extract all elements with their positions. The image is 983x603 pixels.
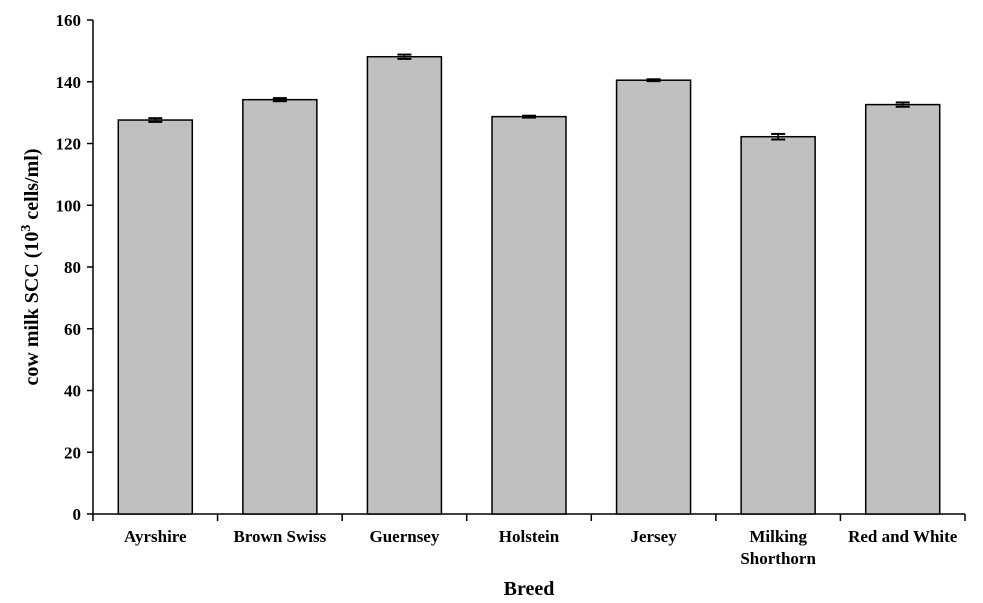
x-category-label: Milking Shorthorn	[740, 527, 816, 568]
y-tick-label: 120	[56, 135, 82, 154]
y-axis-title-unit: cells/ml)	[21, 149, 43, 225]
bar-jersey	[615, 79, 692, 515]
x-category-label: Holstein	[499, 527, 560, 546]
x-category-labels: Ayrshire Brown Swiss Guernsey Holstein Jerse…	[124, 527, 958, 568]
bar-guernsey	[366, 55, 443, 515]
y-axis-title-superscript: 3	[19, 225, 34, 232]
x-category-label: Red and White	[848, 527, 958, 546]
y-tick-label: 20	[64, 443, 81, 462]
error-bar	[272, 97, 287, 103]
x-axis-ticks	[92, 514, 966, 521]
bar-brown-swiss	[242, 98, 318, 515]
y-tick-label: 100	[56, 196, 82, 215]
x-category-label: Guernsey	[369, 527, 439, 546]
x-axis-title: Breed	[504, 578, 555, 600]
error-bar	[148, 117, 163, 123]
bar-ayrshire	[117, 119, 194, 515]
x-category-label: Ayrshire	[124, 527, 187, 546]
bar-milking-shorthorn	[740, 135, 816, 515]
error-bar	[397, 53, 412, 60]
y-axis-title: cow milk SCC (103 cells/ml)	[19, 149, 43, 386]
bar-holstein	[491, 115, 567, 515]
bar-series	[117, 53, 941, 515]
y-axis-ticks: 0 20 40 60 80 100 120 140 160	[56, 11, 93, 524]
y-tick-label: 140	[56, 73, 82, 92]
error-bar	[522, 114, 536, 119]
y-tick-label: 0	[73, 505, 82, 524]
x-category-label: Jersey	[630, 527, 677, 546]
bar-red-and-white	[864, 103, 941, 515]
y-axis-title-main: cow milk SCC (10	[21, 232, 43, 386]
y-tick-label: 40	[64, 382, 81, 401]
y-tick-label: 80	[64, 258, 81, 277]
y-tick-label: 60	[64, 320, 81, 339]
error-bar	[771, 132, 786, 141]
x-category-label: Brown Swiss	[233, 527, 326, 546]
error-bar	[895, 101, 910, 108]
error-bar	[646, 78, 661, 83]
y-tick-label: 160	[56, 11, 82, 30]
